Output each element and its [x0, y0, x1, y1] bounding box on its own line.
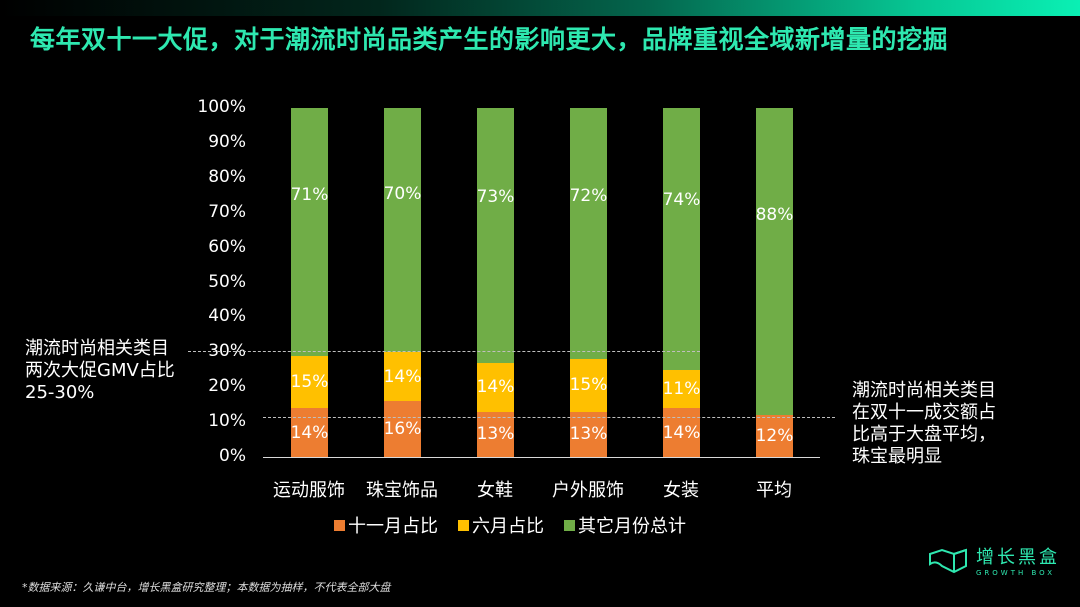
header-gradient-bar: [0, 0, 1080, 16]
bar-value-label: 13%: [569, 424, 608, 445]
legend-item-double11: 十一月占比: [334, 512, 438, 538]
x-axis-label: 平均: [756, 480, 792, 501]
annotation-right-line: 比高于大盘平均，: [852, 424, 996, 445]
bar-value-label: 74%: [662, 189, 701, 210]
y-axis-tick: 80%: [208, 166, 246, 187]
legend-label: 十一月占比: [348, 516, 438, 537]
cube-logo-icon: [929, 548, 967, 574]
legend-swatch: [564, 519, 575, 531]
bar-segment-june: 11%: [662, 369, 701, 409]
bar-value-label: 72%: [569, 185, 608, 206]
x-axis-label: 女装: [663, 480, 699, 501]
bar-value-label: 14%: [662, 422, 701, 443]
bar-value-label: 11%: [662, 378, 701, 399]
logo-text-cn: 增长黑盒: [976, 547, 1060, 568]
bar-segment-other: 70%: [383, 108, 422, 353]
bar-value-label: 14%: [290, 422, 329, 443]
logo-text-en: GROWTH BOX: [976, 569, 1056, 577]
bar-value-label: 15%: [290, 371, 329, 392]
bar-value-label: 73%: [476, 187, 515, 208]
reference-line-30: [188, 350, 700, 352]
bar-value-label: 15%: [569, 375, 608, 396]
bar-value-label: 14%: [476, 377, 515, 398]
y-axis-tick: 90%: [208, 131, 246, 152]
data-source-note: *数据来源：久谦中台，增长黑盒研究整理；本数据为抽样，不代表全部大盘: [22, 581, 391, 594]
bar-segment-double11: 14%: [291, 408, 328, 457]
annotation-left-line: 两次大促GMV占比: [25, 360, 175, 381]
x-axis-label: 运动服饰: [273, 480, 345, 501]
bar-segment-double11: 16%: [384, 401, 421, 457]
bar-segment-double11: 13%: [476, 411, 515, 457]
legend-item-june: 六月占比: [458, 512, 544, 538]
x-axis-line: [263, 457, 820, 458]
bar-segment-other: 88%: [755, 108, 794, 416]
x-axis-label: 珠宝饰品: [366, 480, 438, 501]
bar-value-label: 13%: [476, 424, 515, 445]
annotation-right-line: 珠宝最明显: [852, 446, 942, 467]
legend-label: 其它月份总计: [578, 516, 686, 537]
chart-legend: 十一月占比 六月占比 其它月份总计: [334, 512, 686, 538]
bar-segment-june: 14%: [383, 352, 422, 402]
y-axis-tick: 70%: [208, 201, 246, 222]
reference-line-avg: [263, 416, 835, 418]
bar-segment-other: 71%: [291, 108, 328, 356]
y-axis-tick: 60%: [208, 236, 246, 257]
bar-segment-other: 74%: [663, 108, 700, 370]
bar-segment-double11: 14%: [663, 408, 700, 457]
annotation-right: 潮流时尚相关类目 在双十一成交额占 比高于大盘平均， 珠宝最明显: [852, 380, 996, 468]
legend-label: 六月占比: [472, 516, 544, 537]
bar-value-label: 14%: [383, 366, 422, 387]
bar-value-label: 70%: [383, 183, 422, 204]
y-axis-tick: 20%: [208, 376, 246, 397]
y-axis-tick: 40%: [208, 306, 246, 327]
annotation-left: 潮流时尚相关类目 两次大促GMV占比 25-30%: [25, 338, 175, 404]
bar-segment-double11: 12%: [756, 415, 793, 457]
y-axis-tick: 50%: [208, 271, 246, 292]
page-title: 每年双十一大促，对于潮流时尚品类产生的影响更大，品牌重视全域新增量的挖掘: [30, 25, 949, 54]
legend-swatch: [458, 519, 469, 531]
bar-segment-june: 15%: [569, 359, 608, 412]
annotation-right-line: 在双十一成交额占: [852, 402, 996, 423]
y-axis-tick: 100%: [197, 97, 246, 117]
bar-segment-june: 14%: [476, 362, 515, 412]
legend-item-other: 其它月份总计: [564, 512, 686, 538]
bar-segment-other: 73%: [477, 108, 514, 363]
annotation-left-line: 25-30%: [25, 382, 95, 403]
bar-value-label: 16%: [383, 419, 422, 440]
y-axis-tick: 10%: [208, 411, 246, 432]
bar-value-label: 88%: [755, 205, 794, 226]
bar-value-label: 12%: [755, 426, 794, 447]
legend-swatch: [334, 519, 345, 531]
annotation-right-line: 潮流时尚相关类目: [852, 380, 996, 401]
bar-segment-double11: 13%: [569, 411, 608, 457]
x-axis-label: 女鞋: [477, 480, 513, 501]
y-axis-tick: 0%: [219, 446, 246, 466]
annotation-left-line: 潮流时尚相关类目: [25, 338, 169, 359]
brand-logo: 增长黑盒 GROWTH BOX: [928, 543, 1060, 577]
bar-segment-other: 72%: [569, 108, 608, 360]
x-axis-label: 户外服饰: [552, 480, 624, 501]
bar-value-label: 71%: [290, 184, 329, 205]
bar-segment-june: 15%: [290, 355, 329, 409]
